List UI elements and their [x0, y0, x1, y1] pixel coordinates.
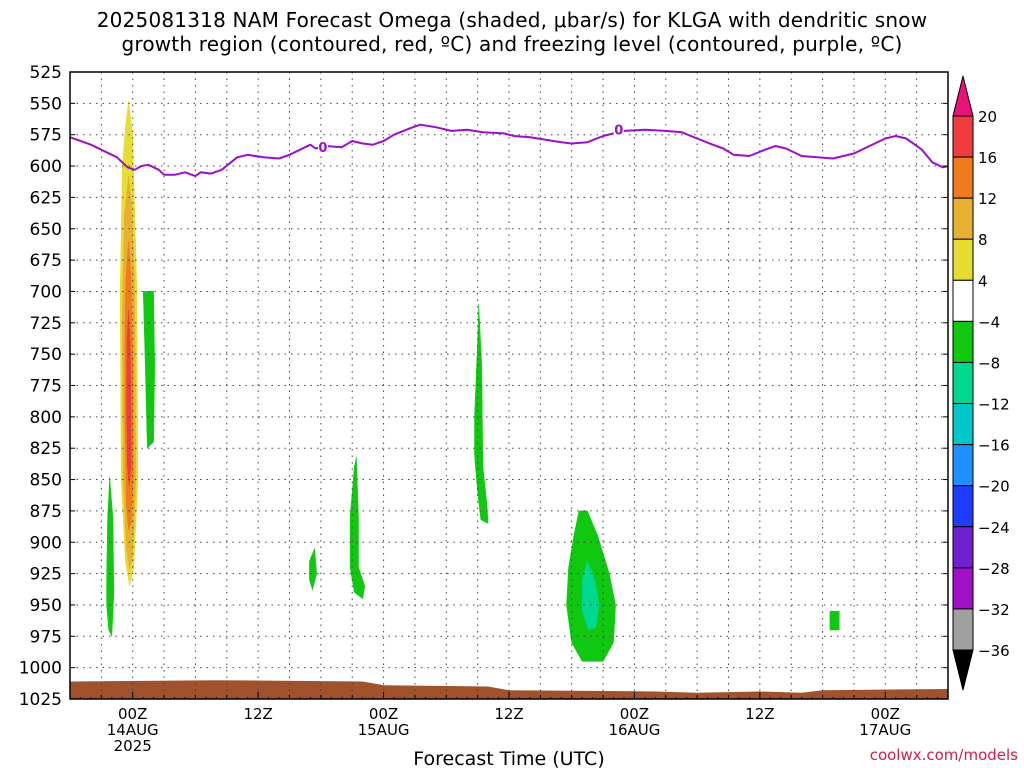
y-tick-label-825: 825: [30, 439, 62, 459]
y-tick-label-925: 925: [30, 565, 62, 585]
x-tick-year-0: 2025: [114, 737, 152, 755]
y-tick-label-725: 725: [30, 314, 62, 334]
omega-region-4: [106, 476, 115, 637]
colorbar-bottom-arrow: [952, 649, 974, 691]
colorbar-bin-11: [952, 567, 974, 610]
colorbar-bin-7: [952, 403, 974, 446]
colorbar-bin-8: [952, 444, 974, 487]
colorbar-label-9: −20: [978, 478, 1010, 496]
x-tick-label-0: 00Z: [118, 705, 147, 723]
terrain-fill: [70, 680, 948, 699]
y-tick-label-675: 675: [30, 251, 62, 271]
y-tick-label-1000: 1000: [19, 659, 62, 679]
y-tick-label-575: 575: [30, 126, 62, 146]
omega-region-8: [474, 303, 489, 524]
y-tick-label-775: 775: [30, 377, 62, 397]
colorbar-bin-0: [952, 115, 974, 158]
x-tick-label-6: 00Z: [871, 705, 900, 723]
title-line-2: growth region (contoured, red, ºC) and f…: [121, 32, 903, 56]
x-tick-label-1: 12Z: [243, 705, 272, 723]
x-tick-label-5: 12Z: [745, 705, 774, 723]
watermark: coolwx.com/models: [869, 746, 1018, 764]
freezing-label-bg-0: [317, 139, 328, 155]
freezing-level-line: [69, 123, 949, 178]
y-tick-label-850: 850: [30, 471, 62, 491]
chart-title: 2025081318 NAM Forecast Omega (shaded, μ…: [0, 8, 1024, 56]
colorbar-label-12: −32: [978, 601, 1010, 619]
freezing-level-layer: 00: [69, 121, 949, 178]
y-tick-label-525: 525: [30, 63, 62, 83]
colorbar-bin-5: [952, 320, 974, 363]
x-axis-label: Forecast Time (UTC): [413, 748, 604, 768]
terrain-layer: [70, 680, 948, 699]
x-tick-date-6: 17AUG: [859, 721, 911, 739]
colorbar: 20 16 12 8 4 −4 −8 −12 −16 −20 −24 −28 −32 −36: [952, 75, 1010, 691]
x-tick-date-2: 15AUG: [358, 721, 410, 739]
colorbar-label-13: −36: [978, 642, 1010, 660]
y-tick-label-1025: 1025: [19, 690, 62, 710]
freezing-label-bg-1: [613, 121, 624, 137]
x-tick-label-4: 00Z: [620, 705, 649, 723]
omega-region-5: [142, 291, 155, 449]
colorbar-bin-12: [952, 608, 974, 651]
omega-region-6: [309, 548, 317, 591]
grid-layer: [70, 72, 948, 699]
y-tick-label-750: 750: [30, 345, 62, 365]
x-tick-label-3: 12Z: [494, 705, 523, 723]
colorbar-label-4: 4: [978, 272, 988, 290]
colorbar-bin-6: [952, 361, 974, 405]
colorbar-label-8: −16: [978, 437, 1010, 455]
colorbar-bin-1: [952, 156, 974, 199]
title-line-1: 2025081318 NAM Forecast Omega (shaded, μ…: [96, 8, 928, 32]
y-tick-label-650: 650: [30, 220, 62, 240]
colorbar-label-11: −28: [978, 560, 1010, 578]
y-tick-label-700: 700: [30, 282, 62, 302]
freezing-level-label-0: 0: [318, 141, 327, 156]
x-tick-date-0: 14AUG: [107, 721, 159, 739]
y-tick-label-600: 600: [30, 157, 62, 177]
omega-region-10: [581, 560, 600, 631]
colorbar-bin-2: [952, 197, 974, 240]
freezing-level-label-1: 0: [614, 124, 623, 139]
colorbar-label-3: 8: [978, 231, 988, 249]
omega-shading-layer: [106, 100, 840, 662]
y-tick-label-625: 625: [30, 188, 62, 208]
y-tick-label-800: 800: [30, 408, 62, 428]
colorbar-label-7: −12: [978, 396, 1010, 414]
colorbar-label-2: 12: [978, 190, 997, 208]
y-tick-label-950: 950: [30, 596, 62, 616]
colorbar-bin-9: [952, 485, 974, 528]
y-tick-label-550: 550: [30, 94, 62, 114]
colorbar-bin-3: [952, 238, 974, 281]
colorbar-bin-4: [952, 279, 974, 322]
y-tick-label-975: 975: [30, 627, 62, 647]
colorbar-label-1: 16: [978, 149, 997, 167]
x-tick-label-2: 00Z: [369, 705, 398, 723]
y-tick-label-900: 900: [30, 533, 62, 553]
colorbar-top-arrow: [952, 75, 974, 117]
colorbar-label-6: −8: [978, 354, 1000, 372]
colorbar-bin-10: [952, 526, 974, 569]
y-tick-label-875: 875: [30, 502, 62, 522]
colorbar-label-0: 20: [978, 108, 997, 126]
x-tick-date-4: 16AUG: [608, 721, 660, 739]
y-axis: 525 550 575 600 625 650 675 700 725 750 775 800 825 8…: [19, 63, 948, 710]
omega-region-11: [829, 610, 840, 631]
colorbar-label-10: −24: [978, 519, 1010, 537]
colorbar-label-5: −4: [978, 313, 1000, 331]
